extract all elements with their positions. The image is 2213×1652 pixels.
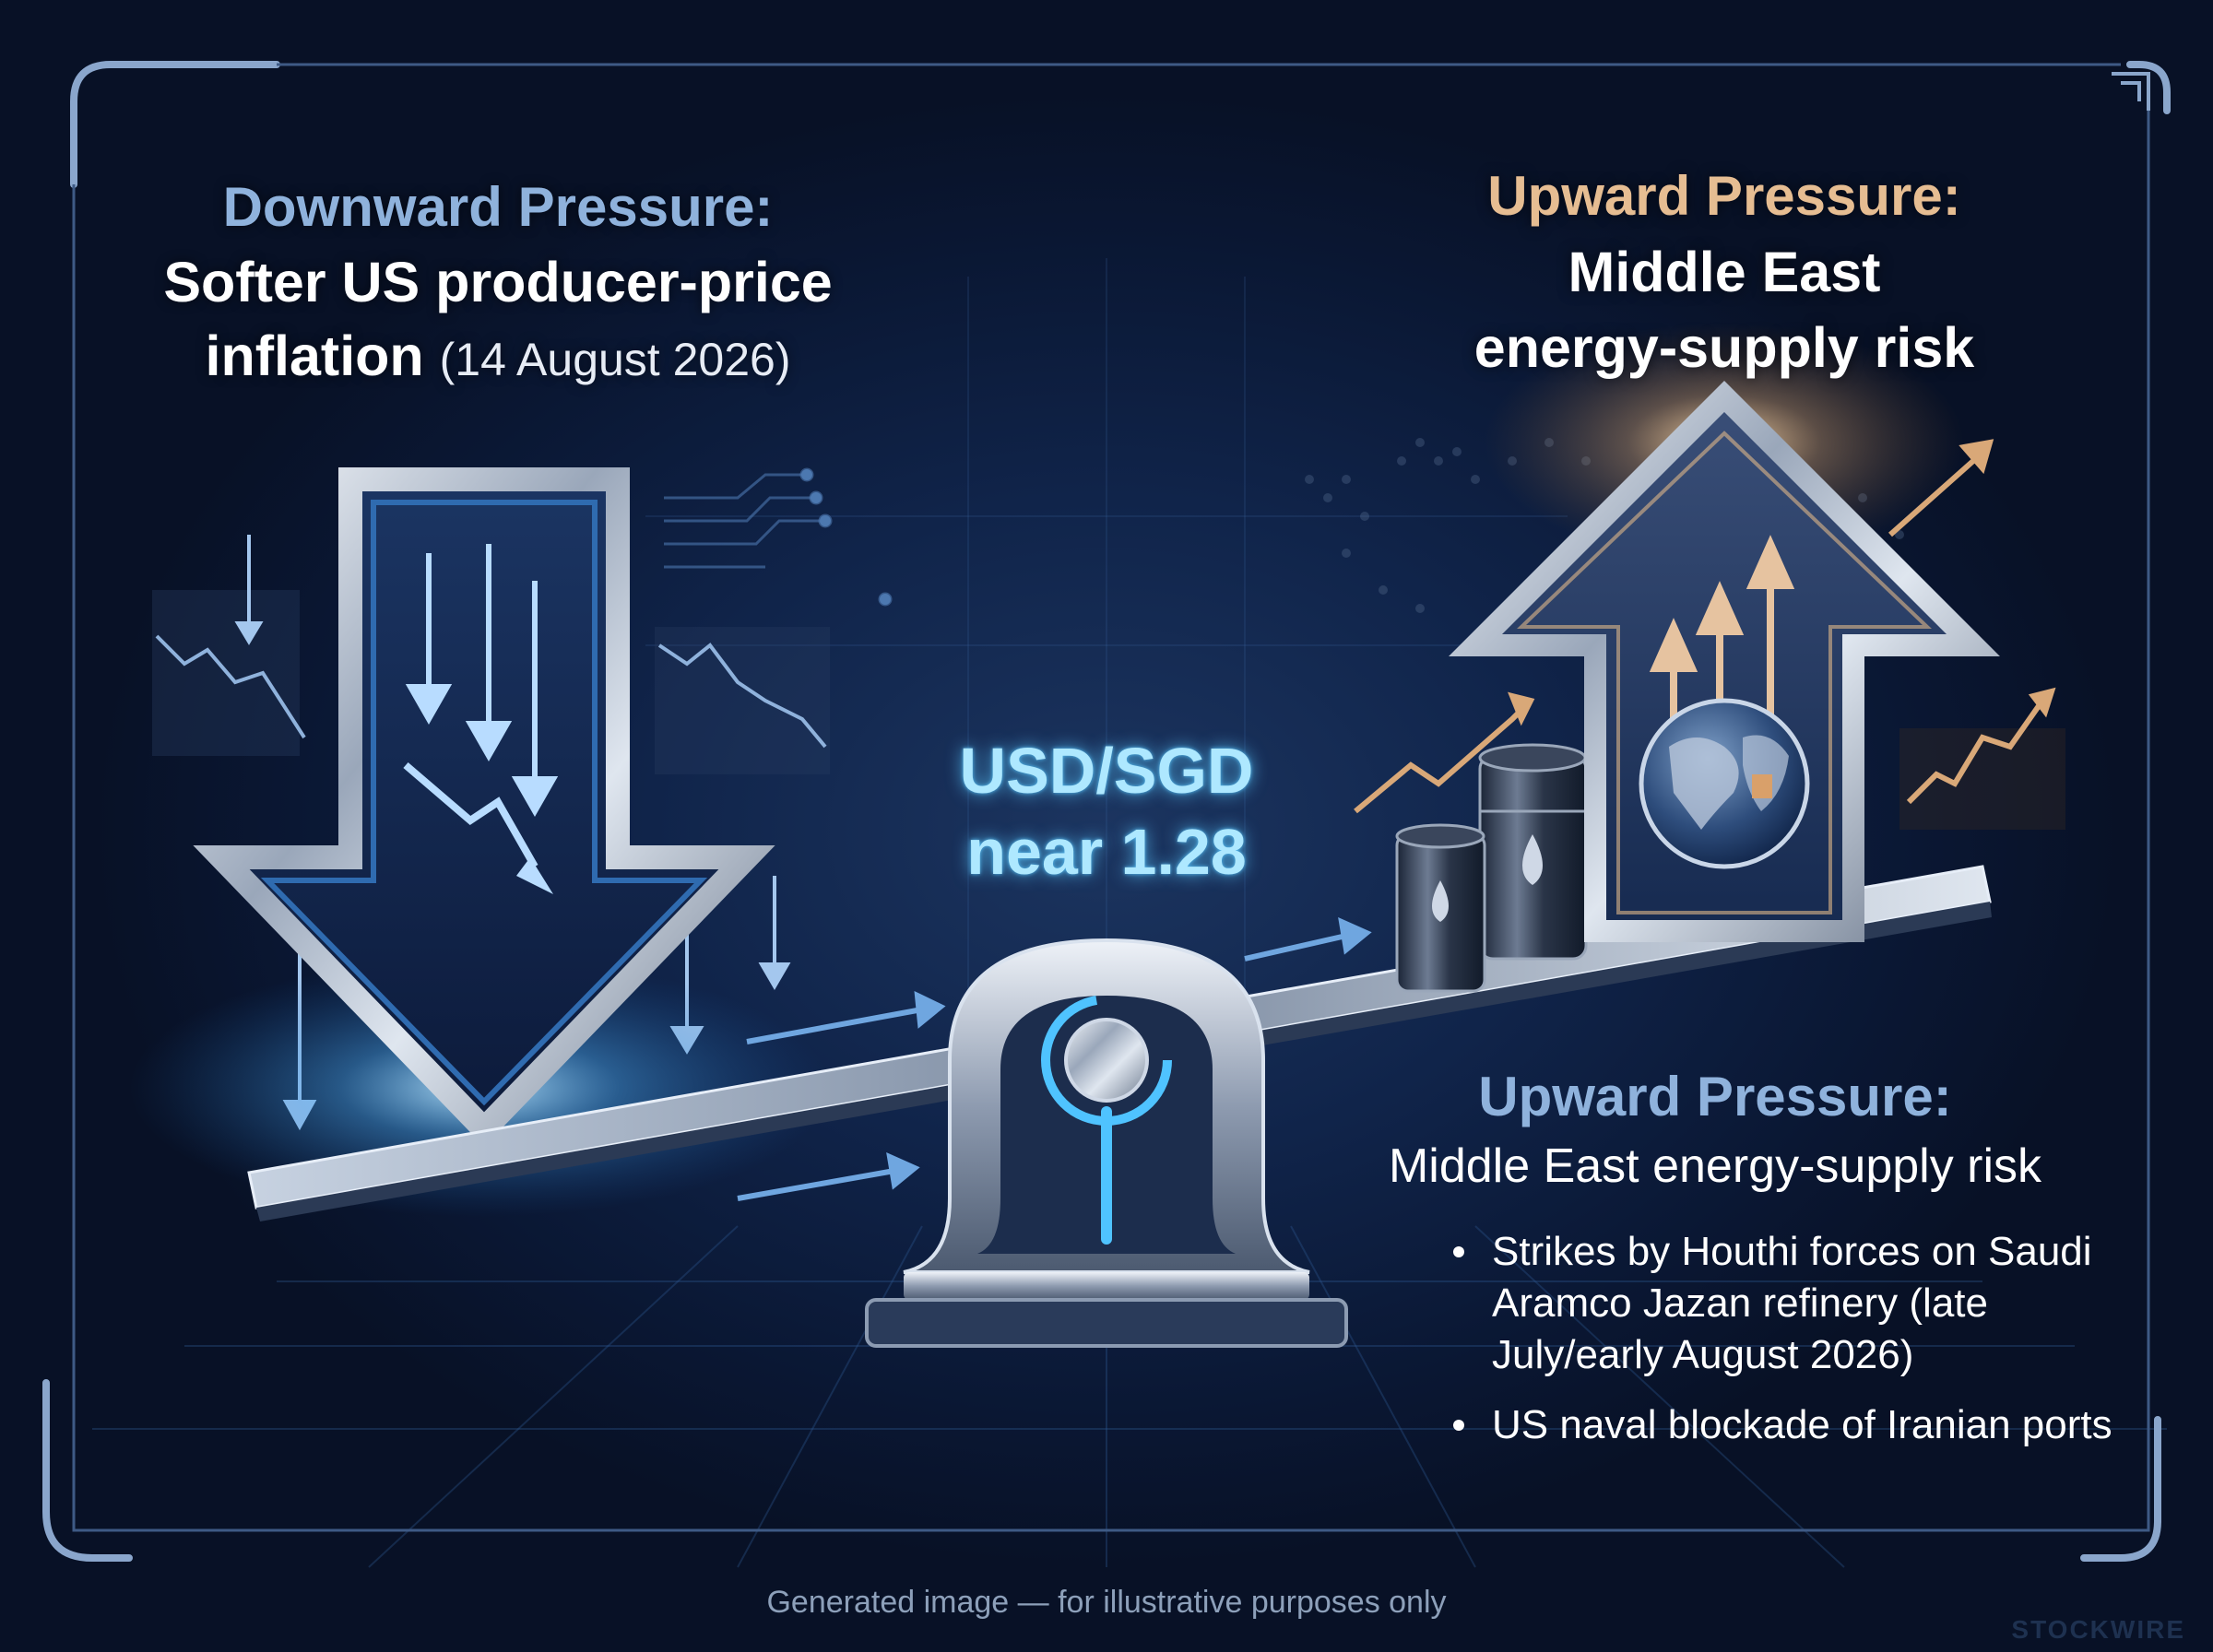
trend-line-icon bbox=[152, 590, 830, 774]
image-caption: Generated image — for illustrative purpo… bbox=[766, 1585, 1447, 1620]
bullet-icon bbox=[1453, 1246, 1464, 1257]
rate-level: near 1.28 bbox=[966, 816, 1247, 888]
oil-barrel-icon bbox=[1395, 743, 1588, 993]
corner-chevrons bbox=[2112, 72, 2150, 111]
bullet-text: US naval blockade of Iranian ports bbox=[1492, 1402, 2112, 1447]
left-panel-body-line1: Softer US producer-price bbox=[163, 251, 833, 313]
flow-arrows bbox=[737, 916, 1372, 1201]
bullet-text: Strikes by Houthi forces on Saudi Aramco… bbox=[1492, 1229, 2092, 1377]
detail-subheading: Middle East energy-supply risk bbox=[1388, 1139, 2042, 1193]
background-grid bbox=[645, 258, 1568, 1014]
floor-grid bbox=[92, 1225, 2167, 1568]
bullet-icon bbox=[1453, 1420, 1464, 1431]
up-arrow-icon bbox=[1449, 381, 2000, 942]
globe-icon bbox=[1639, 698, 1810, 869]
frame-border bbox=[72, 63, 2150, 1532]
list-item: Strikes by Houthi forces on Saudi Aramco… bbox=[1448, 1226, 2130, 1381]
left-panel-heading: Downward Pressure: bbox=[222, 176, 774, 238]
frame-corner-icon bbox=[42, 61, 2171, 1562]
detail-heading: Upward Pressure: bbox=[1478, 1066, 1952, 1127]
right-panel-body-line2: energy-supply risk bbox=[1473, 316, 1975, 379]
left-panel-body-line2: inflation bbox=[205, 324, 424, 387]
trend-line-icon bbox=[1354, 439, 2065, 830]
right-panel-body: Middle East energy-supply risk bbox=[1355, 234, 2093, 385]
right-panel-heading: Upward Pressure: bbox=[1487, 165, 1961, 227]
list-item: US naval blockade of Iranian ports bbox=[1448, 1399, 2130, 1451]
down-arrow-icon bbox=[193, 467, 775, 1147]
right-panel-body-line1: Middle East bbox=[1568, 241, 1881, 303]
brand-watermark: STOCKWIRE bbox=[2011, 1615, 2185, 1644]
center-rate-label: USD/SGD near 1.28 bbox=[885, 730, 1328, 892]
detail-bullet-list: Strikes by Houthi forces on Saudi Aramco… bbox=[1448, 1226, 2130, 1469]
left-panel-date: (14 August 2026) bbox=[439, 334, 791, 385]
left-panel-body: Softer US producer-price inflation (14 A… bbox=[83, 245, 913, 396]
currency-pair: USD/SGD bbox=[959, 735, 1254, 807]
circuit-traces bbox=[664, 467, 893, 607]
